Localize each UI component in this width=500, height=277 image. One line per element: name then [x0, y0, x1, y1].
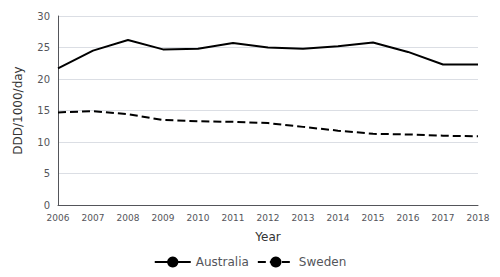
svg-text:Year: Year: [254, 230, 280, 244]
svg-text:20: 20: [37, 74, 50, 85]
svg-text:2012: 2012: [257, 213, 280, 223]
svg-text:2010: 2010: [187, 213, 210, 223]
svg-text:25: 25: [37, 42, 50, 53]
svg-text:30: 30: [37, 11, 50, 22]
svg-text:10: 10: [37, 137, 50, 148]
svg-text:2011: 2011: [222, 213, 245, 223]
svg-text:2017: 2017: [432, 213, 455, 223]
svg-text:2008: 2008: [117, 213, 140, 223]
svg-text:2018: 2018: [467, 213, 490, 223]
svg-text:Sweden: Sweden: [299, 255, 346, 269]
svg-text:DDD/1000/day: DDD/1000/day: [11, 66, 25, 154]
svg-text:2006: 2006: [47, 213, 70, 223]
svg-text:2015: 2015: [362, 213, 385, 223]
svg-text:15: 15: [37, 105, 50, 116]
svg-text:Australia: Australia: [196, 255, 249, 269]
svg-text:0: 0: [44, 200, 50, 211]
svg-text:5: 5: [44, 168, 50, 179]
svg-text:2014: 2014: [327, 213, 350, 223]
svg-text:2009: 2009: [152, 213, 175, 223]
svg-text:2007: 2007: [82, 213, 105, 223]
svg-text:2016: 2016: [397, 213, 420, 223]
svg-text:2013: 2013: [292, 213, 315, 223]
